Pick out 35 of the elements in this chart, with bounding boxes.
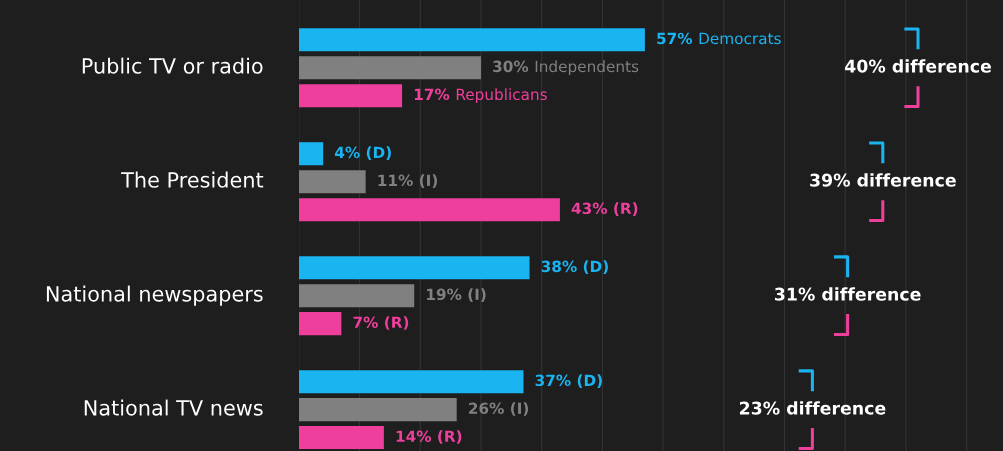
bar <box>298 28 645 52</box>
data-label: 38% (D) <box>541 260 608 274</box>
bar <box>298 312 342 336</box>
bar <box>298 256 530 280</box>
bar <box>298 142 324 166</box>
data-label: 4% (D) <box>334 146 391 160</box>
annotation: 31% difference <box>774 287 921 301</box>
data-label: 11% (I) <box>378 174 437 188</box>
data-label: 26% (I) <box>469 402 529 416</box>
data-label: 43% (R) <box>571 202 638 216</box>
annotation: 23% difference <box>739 401 886 415</box>
y-tick-label: Public TV or radio <box>82 57 263 74</box>
bar <box>298 84 403 108</box>
data-label: 30% <box>493 60 529 73</box>
text: Democrats <box>699 32 781 45</box>
data-label: 57% <box>657 32 693 45</box>
text: Republicans <box>456 88 547 104</box>
data-label: 7% (R) <box>353 316 409 330</box>
bar <box>298 370 524 394</box>
data-label: 17% <box>414 88 450 101</box>
bar <box>298 398 457 422</box>
data-label: 19% (I) <box>427 288 486 302</box>
data-label: 14% (R) <box>396 430 462 444</box>
bar <box>298 284 415 308</box>
bar <box>298 56 481 80</box>
annotation: 40% difference <box>844 59 991 73</box>
data-label: 37% (D) <box>535 374 602 388</box>
annotation: 39% difference <box>810 173 956 187</box>
bar <box>298 198 560 222</box>
bar <box>298 170 366 194</box>
y-tick-label: The President <box>121 171 264 188</box>
y-tick-label: National newspapers <box>46 285 263 306</box>
bar <box>298 426 384 450</box>
text: Independents <box>535 60 639 76</box>
y-tick-label: National TV news <box>84 399 263 416</box>
